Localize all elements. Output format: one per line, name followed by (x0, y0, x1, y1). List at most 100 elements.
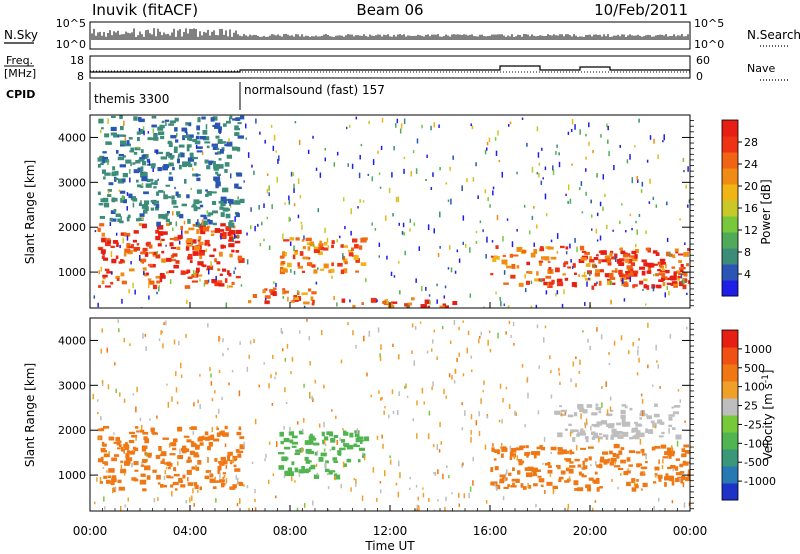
velocity-cell (186, 439, 192, 443)
velocity-speck (238, 390, 241, 397)
power-cell (104, 159, 110, 163)
power-cell (126, 243, 131, 249)
velocity-cell (624, 405, 628, 409)
power-cell (144, 272, 148, 277)
power-speck (516, 171, 518, 175)
power-speck (331, 275, 333, 279)
power-cell (150, 182, 157, 185)
velocity-speck (218, 337, 221, 340)
power-cell (598, 280, 602, 286)
power-speck (186, 132, 188, 135)
power-cell (136, 131, 142, 135)
power-cell (197, 146, 203, 149)
power-heatmap (93, 115, 690, 308)
velocity-speck (350, 487, 352, 492)
power-speck (425, 178, 427, 182)
power-cell (148, 244, 153, 249)
power-speck (499, 296, 501, 301)
velocity-speck (355, 482, 357, 487)
power-speck (336, 151, 339, 156)
velocity-speck (538, 365, 540, 369)
velocity-speck (483, 380, 485, 385)
power-cell (678, 281, 684, 287)
velocity-speck (542, 462, 544, 465)
power-speck (124, 137, 127, 141)
velocity-cell (665, 473, 669, 478)
power-cell (660, 260, 665, 265)
power-cell (162, 165, 168, 171)
power-cell (199, 254, 203, 260)
velocity-speck (505, 472, 507, 476)
velocity-cell (569, 451, 575, 454)
velocity-speck (327, 486, 330, 490)
velocity-speck (632, 342, 634, 347)
velocity-colorbar-tick-label: -500 (744, 456, 769, 469)
velocity-cell (595, 407, 602, 411)
power-cell (647, 262, 654, 268)
velocity-speck (502, 398, 504, 403)
power-speck (138, 254, 141, 261)
velocity-speck (135, 406, 137, 413)
power-speck (646, 159, 649, 163)
velocity-speck (157, 497, 159, 501)
power-cell (101, 232, 105, 237)
velocity-speck (237, 478, 239, 485)
power-speck (687, 204, 689, 208)
power-cell (671, 266, 676, 269)
power-speck (225, 302, 228, 308)
power-cell (502, 254, 506, 258)
velocity-speck (405, 383, 407, 389)
velocity-cell (654, 445, 661, 449)
power-colorbar-swatch (722, 168, 738, 185)
power-cell (152, 254, 156, 257)
power-speck (271, 204, 273, 210)
velocity-cell (220, 456, 226, 461)
power-cell (358, 245, 363, 250)
velocity-cell (291, 461, 295, 466)
power-speck (508, 124, 510, 127)
velocity-speck (294, 480, 296, 483)
velocity-speck (163, 322, 165, 326)
power-cell (518, 282, 524, 287)
velocity-speck (382, 443, 384, 449)
power-cell (114, 170, 119, 176)
power-cell (591, 285, 595, 290)
velocity-cell (683, 444, 689, 448)
velocity-speck (416, 400, 418, 406)
velocity-speck (352, 330, 354, 336)
power-cell (197, 274, 203, 277)
power-cell (102, 151, 107, 154)
velocity-cell (320, 452, 327, 457)
power-cell (161, 238, 165, 242)
power-speck (409, 228, 411, 232)
velocity-speck (437, 499, 439, 502)
velocity-cell (323, 436, 329, 441)
velocity-cell (354, 433, 360, 438)
velocity-speck (451, 492, 453, 495)
velocity-cell (675, 434, 682, 440)
power-speck (250, 207, 252, 212)
power-cell (142, 209, 148, 214)
power-cell (186, 244, 193, 247)
power-speck (266, 173, 269, 176)
velocity-cell (236, 481, 242, 485)
power-speck (243, 180, 245, 183)
nsky-label: N.Sky (4, 28, 38, 42)
velocity-cell (586, 404, 593, 408)
velocity-speck (543, 337, 545, 343)
velocity-speck (415, 484, 418, 488)
power-cell (125, 159, 132, 164)
power-speck (143, 130, 145, 136)
power-speck (449, 166, 451, 171)
power-cell (528, 270, 533, 275)
power-cell (140, 149, 144, 153)
velocity-cell (580, 447, 587, 450)
power-y-tick-label: 3000 (58, 176, 86, 189)
power-speck (140, 200, 142, 206)
power-cell (686, 263, 689, 267)
power-cell (115, 149, 119, 154)
power-cell (578, 259, 585, 264)
velocity-colorbar-tick-label: -25 (744, 418, 762, 431)
power-colorbar-tick-label: 8 (744, 246, 751, 259)
power-speck (386, 298, 388, 305)
